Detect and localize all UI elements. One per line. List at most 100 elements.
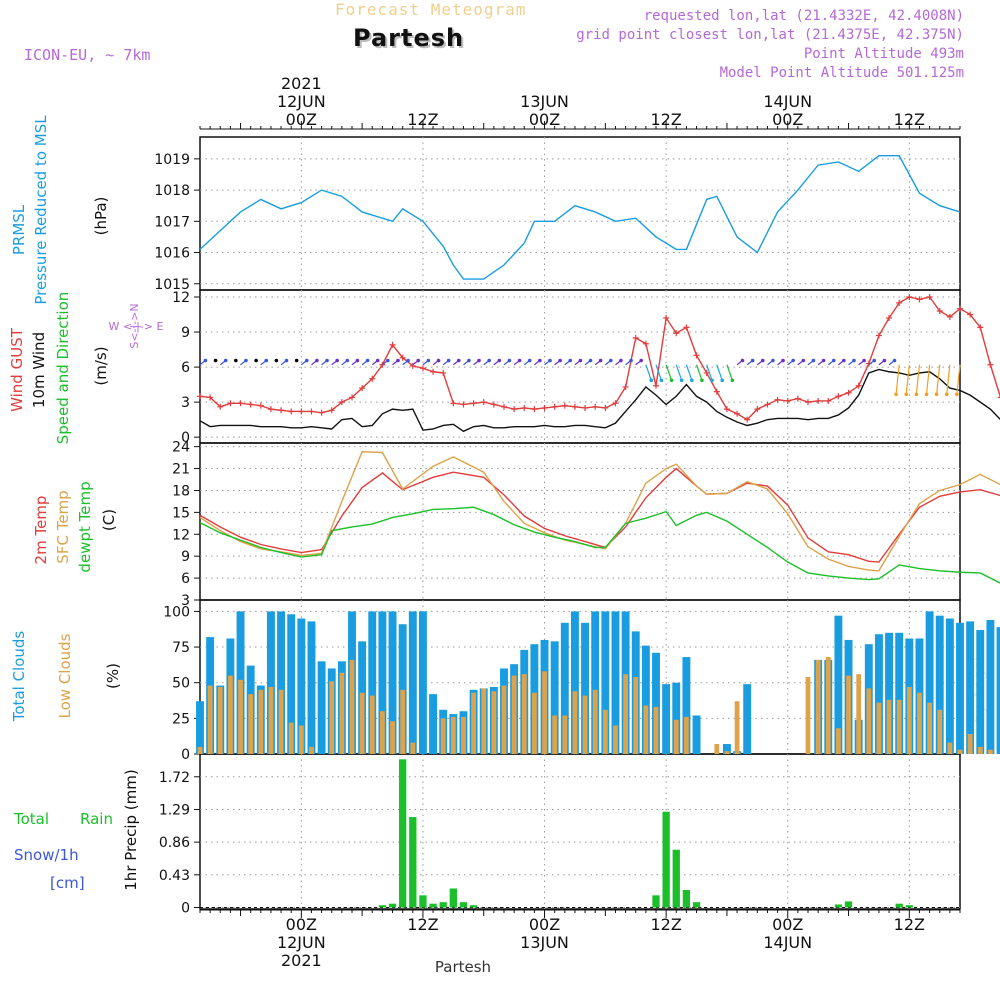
rain-bar [388, 903, 397, 908]
low-cloud-bar [501, 685, 507, 754]
low-cloud-bar [298, 725, 304, 754]
low-cloud-bar [633, 677, 639, 754]
total-cloud-bar [722, 744, 731, 754]
wind-arrow-head [690, 378, 694, 383]
low-cloud-bar [906, 686, 912, 754]
y-tick-label: 9 [181, 549, 190, 565]
low-cloud-bar [440, 718, 446, 754]
wind-arrow-head [264, 358, 269, 363]
total-cloud-bar [996, 627, 1000, 754]
wind-arrow-head [416, 358, 421, 363]
total-cloud-bar [672, 682, 681, 754]
total-cloud-bar [429, 694, 438, 754]
wind-gust-marker [409, 362, 416, 369]
wind-gust-marker [521, 404, 528, 411]
total-cloud-bar [611, 611, 620, 754]
low-cloud-bar [947, 742, 953, 754]
y-tick-label: 12 [172, 527, 190, 543]
pressure-name2: Pressure Reduced to MSL [32, 115, 50, 305]
low-cloud-bar [815, 659, 821, 754]
wind-arrow-head [629, 358, 633, 363]
wind-gust-marker [389, 341, 396, 348]
wind-gust-marker [784, 397, 791, 404]
wind-arrow-head [944, 392, 949, 397]
low-cloud-bar [228, 675, 233, 754]
wind-arrow-head [720, 378, 724, 383]
clouds-unit: (%) [104, 663, 122, 689]
wind-arrow-head [213, 358, 218, 363]
time-label-bottom: 12Z [650, 915, 681, 934]
wind-gust-label: Wind GUST [8, 327, 26, 412]
wind-arrow-head [436, 358, 441, 363]
wind-gust-marker [744, 416, 751, 423]
low-cloud-bar [562, 715, 568, 754]
wind-arrow-head [538, 358, 542, 363]
wind-gust-marker [308, 408, 315, 415]
low-cloud-bar [572, 691, 578, 754]
low-cloud-bar [511, 675, 517, 754]
low-cloud-bar [491, 691, 497, 754]
wind-arrow-head [955, 392, 959, 397]
time-label-top: 2021 [281, 74, 322, 93]
total-cloud-bar [966, 621, 975, 754]
wind-arrow-head [578, 358, 583, 363]
wind-side-labels: Wind GUST 10m Wind Speed and Direction (… [8, 292, 163, 445]
low-cloud-bar [917, 692, 922, 754]
wind-gust-marker [470, 400, 477, 407]
wind-direction-arrow [956, 364, 961, 395]
low-cloud-bar [359, 692, 365, 754]
y-tick-label: 25 [172, 711, 190, 727]
wind-arrow-head [801, 358, 806, 363]
wind-gust-marker [875, 332, 882, 339]
wind-gust-marker [855, 382, 862, 389]
rain-bar [905, 905, 913, 908]
wind-arrow-head [894, 392, 898, 397]
wind-gust-marker [328, 407, 335, 414]
wind-arrow-head [700, 378, 704, 383]
wind-arrow-head [740, 358, 745, 363]
total-cloud-bar [570, 611, 579, 754]
wind-speed-dir-label: Speed and Direction [54, 292, 72, 445]
wind-gust-marker [713, 388, 720, 395]
low-cloud-bar [714, 744, 720, 754]
wind-gust-marker [501, 403, 507, 410]
rain-bar [399, 759, 407, 908]
wind-direction-arrow [695, 364, 703, 381]
rain-bar [662, 811, 670, 908]
wind-arrow-head [325, 358, 329, 363]
wind-direction-arrow [706, 364, 713, 381]
wind-direction-arrow [665, 364, 673, 381]
wind-arrow-head [842, 358, 846, 363]
low-cloud-bar [268, 686, 274, 754]
time-label-bottom: 13JUN [520, 933, 569, 952]
temp-2m-line [199, 467, 1000, 563]
time-label-top: 12Z [894, 110, 925, 129]
low-cloud-bar [623, 674, 628, 754]
y-tick-label: 12 [172, 290, 190, 306]
y-tick-label: 1017 [154, 214, 190, 230]
wind-arrow-head [396, 358, 400, 363]
wind-gust-marker [430, 368, 437, 375]
low-cloud-bar [673, 719, 679, 754]
wind-arrow-head [811, 358, 816, 363]
low-cloud-bar [238, 679, 243, 754]
rain-bar [419, 895, 427, 908]
low-cloud-bar [653, 706, 659, 754]
low-cloud-bar [856, 674, 862, 754]
total-cloud-bar [874, 634, 883, 754]
low-cloud-bar [450, 716, 456, 754]
wind-gust-marker [723, 406, 730, 413]
total-clouds-label: Total Clouds [10, 631, 28, 723]
wind-gust-marker [622, 383, 629, 390]
wind-arrow-head [639, 358, 643, 363]
total-cloud-bar [935, 615, 944, 754]
wind-gust-marker [561, 402, 568, 409]
wind-gust-marker [632, 334, 639, 341]
rain-bar [834, 904, 843, 908]
low-cloud-bar [582, 695, 588, 754]
total-cloud-bar [895, 632, 904, 754]
wind-arrow-head [781, 358, 785, 363]
wind-arrow-head [730, 378, 735, 383]
total-cloud-bar [885, 632, 894, 754]
low-cloud-bar [481, 688, 487, 754]
